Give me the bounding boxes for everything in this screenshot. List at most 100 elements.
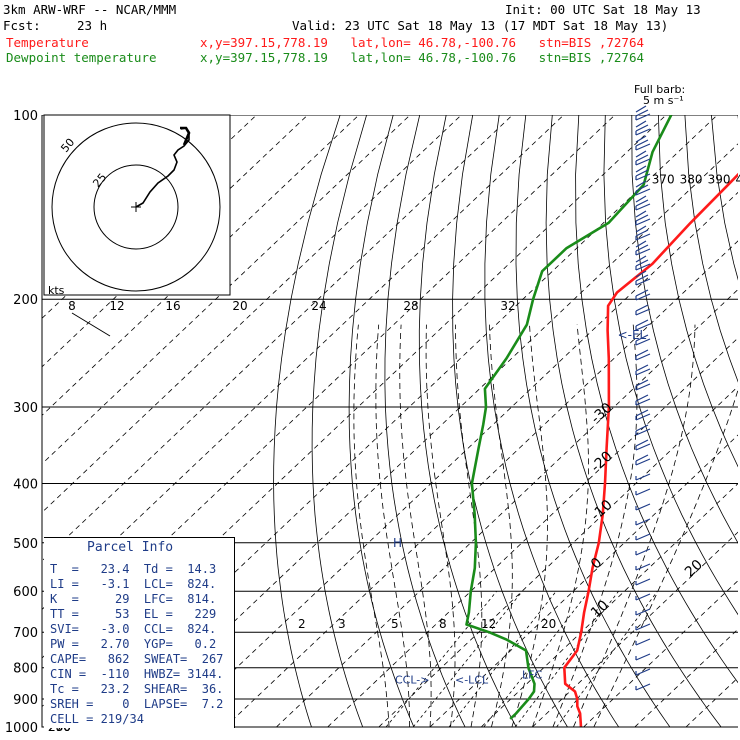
dry-adiabat-line bbox=[631, 115, 738, 544]
wind-barb-flag bbox=[635, 683, 651, 691]
parcel-info-panel: Parcel Info T = 23.4 Td = 14.3 LI = -3.1 … bbox=[44, 537, 235, 728]
wind-barb-flag bbox=[635, 150, 647, 158]
mixing-ratio-line bbox=[412, 590, 523, 727]
valid-time: Valid: 23 UTC Sat 18 May 13 (17 MDT Sat … bbox=[292, 18, 669, 33]
moist-adiabat-line bbox=[455, 324, 483, 727]
wind-barb bbox=[635, 439, 651, 451]
wind-barb bbox=[635, 135, 651, 151]
hodograph-ring bbox=[93, 164, 179, 250]
dry-adiabat-line bbox=[658, 115, 738, 468]
wind-barb-flag bbox=[635, 428, 651, 436]
dry-adiabat-line bbox=[384, 115, 466, 727]
wind-barb-flag bbox=[635, 473, 651, 481]
dry-adiabat-line bbox=[515, 115, 671, 727]
pressure-tick-label: 300 bbox=[13, 401, 38, 416]
isotherm-line bbox=[42, 115, 462, 513]
wind-barb-flag bbox=[635, 503, 651, 511]
parcel-info-row: SVI= -3.0 CCL= 824. bbox=[50, 622, 217, 636]
wind-barb-flag bbox=[635, 154, 649, 162]
wind-barb-flag bbox=[635, 113, 651, 121]
wind-barb bbox=[635, 548, 651, 556]
wind-barb bbox=[635, 195, 651, 211]
wind-barb-flag bbox=[635, 334, 649, 342]
wind-barb bbox=[635, 608, 651, 616]
wind-barb-flag bbox=[635, 623, 651, 631]
wind-barb-flag bbox=[635, 139, 649, 147]
mixing-ratio-line bbox=[385, 590, 497, 727]
init-time: Init: 00 UTC Sat 18 May 13 bbox=[505, 2, 701, 17]
isotherm-tick-label: 10 bbox=[588, 597, 612, 621]
wind-barb-flag bbox=[635, 439, 649, 447]
wind-barb-flag bbox=[635, 255, 647, 263]
mixing-ratio-line bbox=[556, 590, 658, 727]
pressure-tick-label: 900 bbox=[13, 693, 38, 708]
wind-barb-flag bbox=[635, 289, 649, 297]
forecast-hour: 23 h bbox=[77, 18, 108, 33]
isotherm-line bbox=[42, 115, 564, 611]
isotherm-tick-label: -10 bbox=[588, 497, 616, 524]
parcel-info-row: T = 23.4 Td = 14.3 bbox=[50, 562, 217, 576]
wind-barb-flag bbox=[635, 248, 651, 256]
wind-barb-flag bbox=[635, 210, 647, 218]
wind-barb bbox=[635, 180, 651, 196]
dry-adiabat-line bbox=[452, 115, 568, 727]
wind-barb-flag bbox=[635, 263, 651, 271]
wind-barb-flag bbox=[635, 653, 651, 661]
wind-barb-flag bbox=[635, 120, 647, 128]
wind-barb-flag bbox=[635, 158, 651, 166]
dry-adiabat-line bbox=[311, 115, 367, 727]
wind-barb-flag bbox=[635, 180, 647, 188]
isotherm-line bbox=[378, 385, 738, 727]
wind-barb bbox=[635, 349, 651, 361]
isotherm-line bbox=[429, 434, 738, 727]
h-marker: H bbox=[393, 536, 402, 550]
hodograph-ring bbox=[51, 122, 221, 292]
wind-barb-flag bbox=[635, 195, 647, 203]
hodograph-speed-label: 24 bbox=[311, 299, 326, 313]
wind-barb bbox=[635, 578, 651, 586]
parcel-info-row: CAPE= 862 SWEAT= 267 bbox=[50, 652, 224, 666]
parcel-info-row: TT = 53 EL = 229 bbox=[50, 607, 217, 621]
wind-barb-flag bbox=[635, 454, 649, 462]
moist-adiabat-line bbox=[375, 324, 410, 727]
plot-frame bbox=[41, 115, 738, 728]
isotherm-line bbox=[42, 115, 360, 416]
hodograph-speed-label: 8 bbox=[68, 299, 76, 313]
lfc-marker: LFC bbox=[522, 668, 542, 681]
hodograph-speed-label: 12 bbox=[109, 299, 124, 313]
parcel-info-row: CELL = 219/34 bbox=[50, 712, 144, 726]
temperature-location-info: x,y=397.15,778.19 lat,lon= 46.78,-100.76… bbox=[200, 35, 645, 50]
wind-barb-flag bbox=[635, 364, 649, 372]
hodograph-speed-label: 28 bbox=[403, 299, 418, 313]
dry-adiabat-line bbox=[348, 115, 415, 727]
wind-barb-flag bbox=[635, 244, 649, 252]
wind-barb-flag bbox=[635, 293, 651, 301]
wind-barb-flag bbox=[635, 214, 649, 222]
dry-adiabat-line bbox=[711, 115, 738, 281]
wind-barb bbox=[635, 653, 651, 661]
pressure-tick-label: 400 bbox=[13, 477, 38, 492]
hodograph-speed-label: 20 bbox=[232, 299, 247, 313]
mixing-ratio-label: 2 bbox=[298, 617, 306, 631]
isotherm-line bbox=[173, 191, 738, 727]
wind-barb-flag bbox=[635, 270, 647, 278]
parcel-info-row: PW = 2.70 YGP= 0.2 bbox=[50, 637, 217, 651]
wind-barb bbox=[635, 424, 651, 436]
model-title: 3km ARW-WRF -- NCAR/MMM bbox=[3, 2, 177, 17]
wind-barb bbox=[635, 210, 651, 226]
wind-barb bbox=[635, 225, 651, 241]
wind-barb-flag bbox=[635, 165, 647, 173]
wind-barb bbox=[635, 240, 651, 256]
wind-barb bbox=[635, 409, 651, 421]
wind-barb-flag bbox=[635, 398, 651, 406]
isotherm-line bbox=[276, 288, 738, 727]
wind-barb-flag bbox=[635, 338, 651, 346]
isotherm-line bbox=[42, 115, 411, 465]
wind-barb-flag bbox=[635, 203, 651, 211]
wind-barb-flag bbox=[635, 638, 651, 646]
mixing-ratio-line bbox=[514, 590, 619, 727]
wind-barb-flag bbox=[635, 413, 651, 421]
wind-barb-flag bbox=[635, 308, 651, 316]
wind-barb bbox=[635, 120, 651, 136]
forecast-label: Fcst: bbox=[3, 18, 41, 33]
